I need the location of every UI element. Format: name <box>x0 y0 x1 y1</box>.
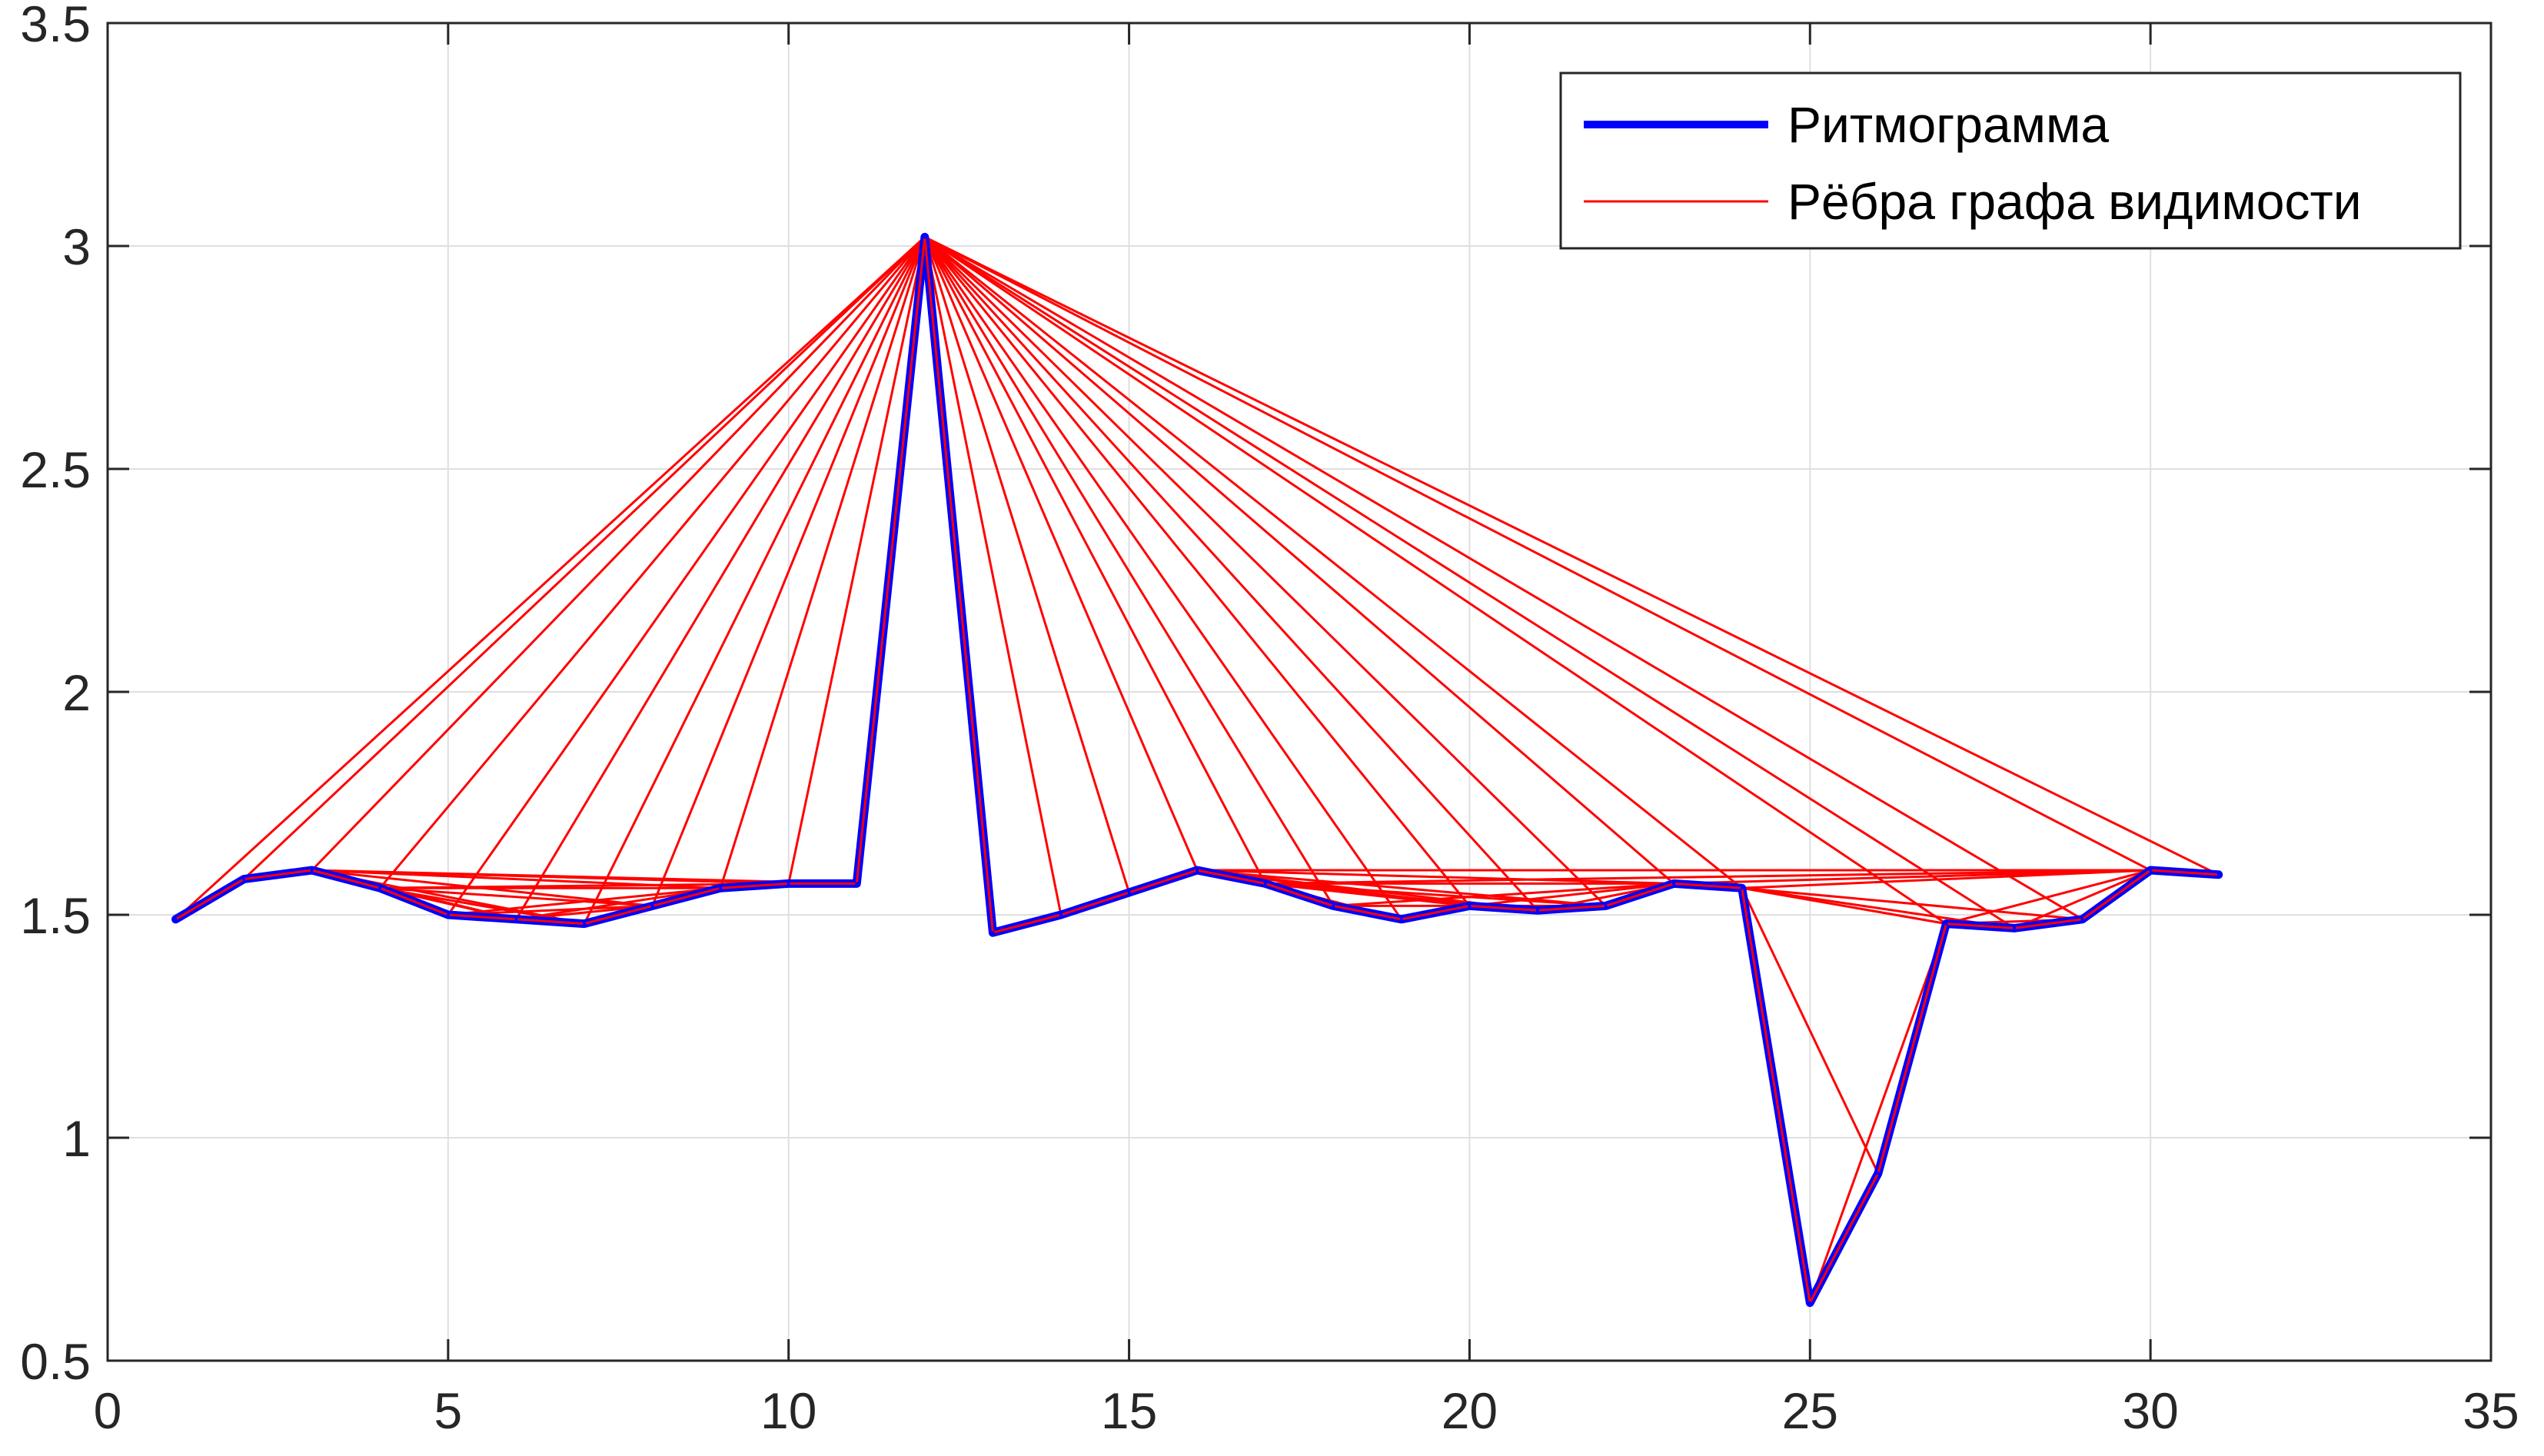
visibility-edge <box>924 236 2220 876</box>
data-point <box>1604 904 1608 908</box>
x-tick-label: 30 <box>2122 1382 2178 1439</box>
data-point <box>1536 909 1539 912</box>
data-point <box>1740 886 1744 890</box>
visibility-edge <box>923 236 1539 912</box>
data-point <box>1332 904 1335 908</box>
visibility-edge <box>923 236 1675 885</box>
visibility-edge <box>515 236 926 920</box>
visibility-edge <box>923 236 1267 885</box>
data-point <box>1399 917 1403 921</box>
data-point <box>1944 922 1948 926</box>
visibility-edge <box>311 236 926 872</box>
visibility-edge <box>1741 869 2151 889</box>
visibility-edge <box>924 236 2151 872</box>
y-tick-label: 1 <box>62 1110 91 1167</box>
y-tick-label: 3 <box>62 218 91 275</box>
x-tick-label: 0 <box>94 1382 122 1439</box>
data-point <box>174 917 178 921</box>
data-point <box>2013 926 2016 930</box>
data-point <box>1672 882 1676 886</box>
legend-label-visibility-edges: Рёбра графа видимости <box>1787 173 2362 230</box>
data-point <box>786 882 790 886</box>
y-axis: 0.5 1 1.5 2 2.5 3 3.5 <box>20 0 2491 1390</box>
y-tick-label: 2 <box>62 664 91 721</box>
visibility-edge <box>1197 869 1674 885</box>
data-point <box>719 886 723 890</box>
visibility-edge <box>1808 923 1947 1304</box>
legend-box <box>1559 71 2462 250</box>
x-tick-label: 10 <box>760 1382 816 1439</box>
data-point <box>583 922 586 926</box>
data-point <box>2149 869 2153 872</box>
data-point <box>1808 1301 1812 1305</box>
data-point <box>1059 913 1062 916</box>
y-tick-label: 3.5 <box>20 0 91 52</box>
visibility-edge <box>923 236 1403 920</box>
data-point <box>514 917 518 921</box>
data-point <box>1127 891 1131 894</box>
data-point <box>1196 869 1199 872</box>
visibility-edge <box>447 886 721 916</box>
visibility-edge <box>923 237 1062 916</box>
data-point <box>242 877 246 881</box>
data-point <box>1876 1172 1880 1175</box>
data-point <box>2216 873 2220 876</box>
data-point <box>650 904 654 908</box>
visibility-edge <box>175 236 926 920</box>
data-point <box>378 886 382 890</box>
x-tick-label: 5 <box>434 1382 462 1439</box>
x-tick-label: 35 <box>2463 1382 2519 1439</box>
x-tick-label: 15 <box>1101 1382 1157 1439</box>
data-point <box>991 931 995 935</box>
visibility-edge <box>923 236 1607 907</box>
visibility-edge <box>583 236 926 925</box>
data-point <box>1263 882 1267 886</box>
visibility-edge <box>651 236 926 906</box>
visibility-edge <box>1741 887 1880 1175</box>
visibility-edge <box>923 236 1131 893</box>
visibility-edge <box>1946 869 2151 926</box>
visibility-edge <box>923 236 1199 871</box>
data-point <box>2080 917 2084 921</box>
y-tick-label: 2.5 <box>20 441 91 498</box>
visibility-edge <box>924 236 2083 921</box>
visibility-edge <box>719 236 926 889</box>
rhythmogram-series <box>171 232 2223 1308</box>
visibility-edge <box>1197 869 1606 907</box>
data-point <box>923 235 926 239</box>
visibility-edge <box>924 236 1947 925</box>
legend-label-rhythmogram: Ритмограмма <box>1787 96 2109 153</box>
data-point <box>446 913 450 916</box>
visibility-edge <box>787 237 926 884</box>
visibility-edge <box>447 236 926 916</box>
visibility-edge <box>2014 869 2151 929</box>
data-point <box>1468 904 1472 908</box>
visibility-edge <box>923 236 1743 889</box>
visibility-edge <box>1265 869 2151 885</box>
data-point <box>855 882 859 886</box>
x-axis: 0 5 10 15 20 25 30 35 <box>94 23 2519 1439</box>
visibility-edge <box>380 886 653 907</box>
visibility-edge <box>243 236 926 880</box>
visibility-edge <box>1741 886 2083 921</box>
y-tick-label: 1.5 <box>20 887 91 944</box>
y-tick-label: 0.5 <box>20 1333 91 1390</box>
visibility-edge <box>1333 882 1674 907</box>
visibility-edge <box>923 236 1471 907</box>
visibility-edge <box>924 236 2015 929</box>
x-tick-label: 25 <box>1782 1382 1838 1439</box>
data-point <box>310 869 314 872</box>
visibility-edge <box>379 236 926 889</box>
visibility-edge <box>1674 869 2151 885</box>
visibility-edge <box>1469 882 1674 907</box>
legend: Ритмограмма Рёбра графа видимости <box>1559 71 2462 250</box>
x-tick-label: 20 <box>1442 1382 1498 1439</box>
visibility-edge <box>923 236 1335 907</box>
visibility-edge <box>1265 882 1606 907</box>
